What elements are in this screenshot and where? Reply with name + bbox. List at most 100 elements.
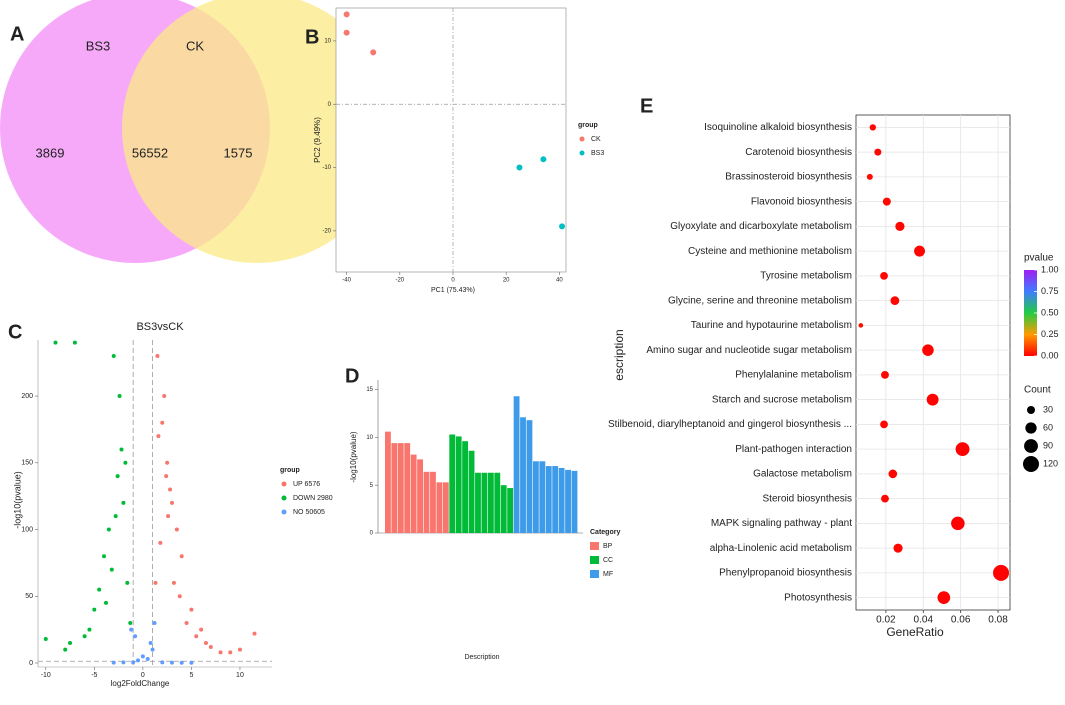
size-key-label: 60: [1043, 422, 1053, 432]
y-axis-label: escription: [612, 329, 626, 380]
y-tick-label: 10: [324, 38, 331, 44]
bar: [462, 441, 469, 533]
point: [164, 474, 169, 479]
dot: [881, 370, 889, 379]
y-tick-label: Photosynthesis: [784, 592, 852, 603]
legend-title: group: [578, 122, 598, 129]
y-axis-label: -log10(pvalue): [12, 471, 22, 529]
point: [97, 587, 102, 592]
point: [228, 650, 233, 655]
legend-label: UP 6576: [293, 481, 320, 488]
dot: [888, 469, 898, 479]
point: [92, 607, 97, 612]
point: [68, 640, 73, 645]
legend-swatch: [590, 570, 599, 578]
panel-label: E: [640, 95, 653, 117]
point: [203, 640, 208, 645]
y-tick-label: Taurine and hypotaurine metabolism: [691, 320, 852, 331]
point: [102, 554, 107, 559]
y-tick-label: Flavonoid biosynthesis: [751, 196, 852, 207]
x-tick-label: -10: [41, 672, 51, 679]
y-tick-label: alpha-Linolenic acid metabolism: [710, 543, 852, 554]
bar: [500, 485, 507, 533]
dot: [893, 543, 903, 553]
size-key: [1023, 456, 1039, 472]
venn-count: 3869: [36, 145, 65, 160]
y-tick-label: 50: [25, 593, 33, 600]
size-key: [1027, 406, 1035, 414]
point: [158, 540, 163, 545]
point: [155, 354, 160, 359]
bar: [442, 482, 449, 533]
point: [82, 634, 87, 639]
legend-swatch: [590, 556, 599, 564]
y-tick-label: Glyoxylate and dicarboxylate metabolism: [670, 221, 852, 232]
point: [189, 607, 194, 612]
y-tick-label: Phenylalanine metabolism: [735, 370, 852, 381]
point: [179, 660, 184, 665]
point: [179, 554, 184, 559]
bar: [385, 431, 391, 533]
y-tick-label: 150: [21, 460, 33, 467]
y-tick-label: 100: [21, 526, 33, 533]
point: [53, 340, 58, 345]
y-tick-label: Tyrosine metabolism: [760, 271, 852, 282]
color-tick-label: 0.50: [1041, 307, 1059, 317]
color-tick-label: 0.25: [1041, 329, 1059, 339]
bar: [468, 450, 475, 533]
bar: [397, 443, 404, 533]
bar: [513, 396, 520, 533]
legend-title: Category: [590, 529, 620, 536]
dot: [882, 197, 891, 206]
point: [194, 634, 199, 639]
legend-label: MF: [603, 571, 613, 578]
legend-swatch: [281, 509, 287, 515]
point: [218, 650, 223, 655]
point: [199, 627, 204, 632]
dot: [951, 516, 965, 531]
panel-label: D: [345, 365, 359, 387]
point: [123, 460, 128, 465]
bar: [565, 469, 571, 533]
point: [516, 164, 523, 171]
set-label: CK: [186, 38, 204, 53]
color-bar: [1024, 270, 1037, 356]
bar: [391, 443, 398, 533]
y-tick-label: Glycine, serine and threonine metabolism: [668, 295, 852, 306]
legend-swatch: [590, 542, 599, 550]
point: [237, 647, 242, 652]
y-tick-label: 200: [21, 393, 33, 400]
y-tick-label: 0: [328, 102, 332, 108]
bar: [487, 472, 494, 533]
point: [252, 631, 257, 636]
legend-label: CC: [603, 557, 613, 564]
x-tick-label: -20: [395, 278, 404, 284]
point: [156, 434, 161, 439]
size-key-label: 120: [1043, 458, 1058, 468]
point: [103, 600, 108, 605]
point: [165, 460, 170, 465]
y-tick-label: 0: [29, 660, 33, 667]
point: [150, 647, 155, 652]
x-tick-label: 40: [556, 278, 563, 284]
legend-label: DOWN 2980: [293, 495, 333, 502]
x-tick-label: 0.08: [988, 615, 1008, 626]
bar: [455, 436, 462, 533]
dot: [914, 245, 926, 257]
dot: [880, 272, 888, 280]
bar: [436, 482, 443, 533]
point: [125, 580, 130, 585]
legend-swatch: [281, 481, 287, 487]
point: [109, 567, 114, 572]
y-tick-label: Amino sugar and nucleotide sugar metabol…: [646, 345, 852, 356]
plot-area: [335, 7, 567, 273]
y-tick-label: Steroid biosynthesis: [763, 493, 853, 504]
bar: [481, 472, 488, 533]
set-label: BS3: [86, 38, 111, 53]
legend-label: BS3: [591, 150, 604, 157]
point: [169, 660, 174, 665]
bar: [417, 459, 423, 533]
x-tick-label: -5: [91, 672, 97, 679]
legend-label: BP: [603, 543, 613, 550]
